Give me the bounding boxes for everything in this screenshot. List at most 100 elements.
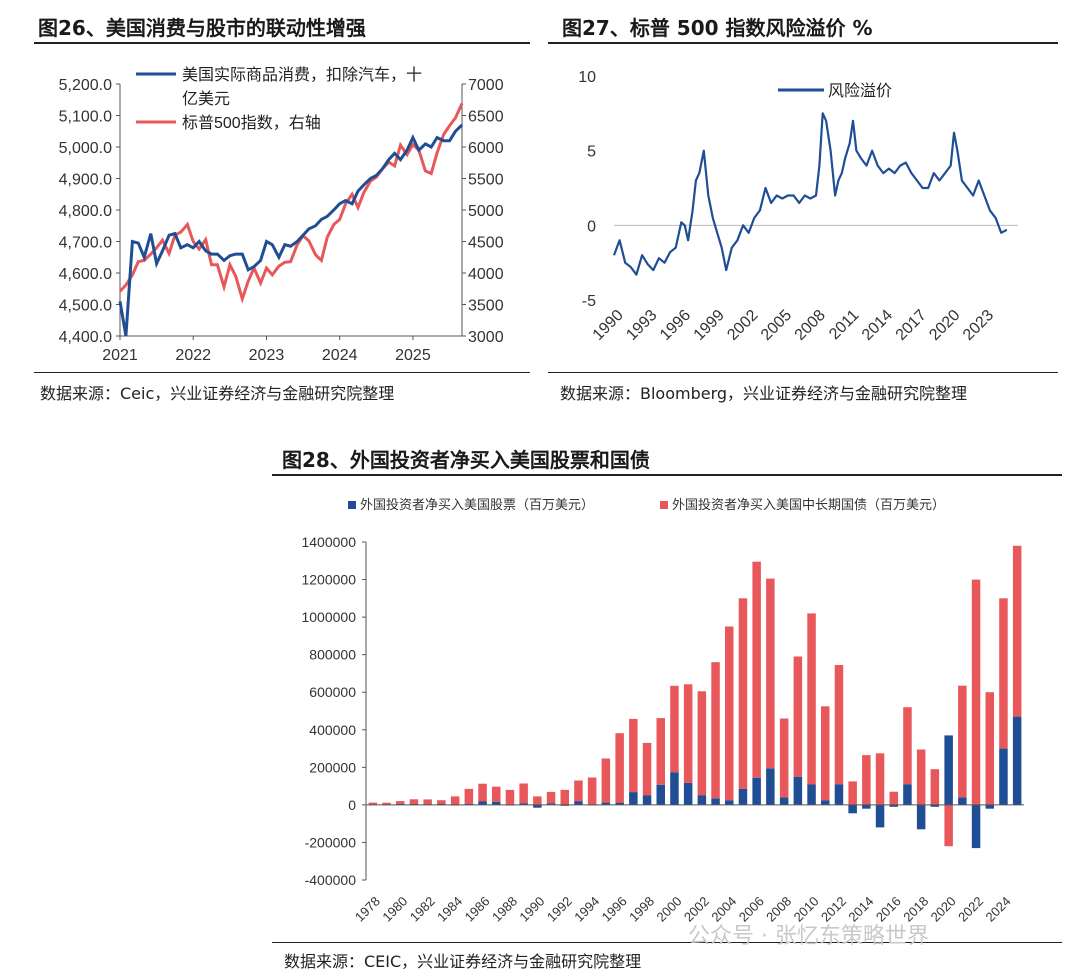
fig28-bar-stocks (958, 797, 967, 805)
fig28-x-tick-label: 2022 (955, 894, 986, 925)
fig28-source: 数据来源：CEIC，兴业证券经济与金融研究院整理 (284, 952, 642, 971)
fig28-bar-treasuries (423, 799, 432, 805)
fig27-bottom-rule (548, 372, 1058, 373)
fig28-bar-treasuries (546, 791, 556, 804)
fig26-source: 数据来源：Ceic，兴业证券经济与金融研究院整理 (40, 384, 395, 403)
fig27-x-tick-label: 2020 (926, 307, 963, 344)
fig26-legend-consumption-label: 美国实际商品消费，扣除汽车，十 (182, 66, 422, 84)
fig28-bar-treasuries (821, 706, 830, 801)
fig28-bar-treasuries (793, 656, 803, 777)
fig28-y-tick-label: -400000 (305, 872, 357, 888)
fig27-x-tick-label: 2014 (859, 307, 896, 344)
fig28-bar-treasuries (642, 742, 652, 796)
fig27-y-tick-label: 0 (587, 218, 596, 235)
fig28-bar-stocks (711, 798, 720, 805)
fig28-bar-treasuries (848, 781, 857, 805)
fig28-bar-stocks (492, 801, 501, 805)
fig28-bottom-rule (272, 942, 1062, 943)
fig28-bar-stocks (478, 801, 487, 805)
fig28-bar-treasuries (752, 561, 761, 778)
fig26-y-tick-label: 4,800.0 (59, 203, 112, 220)
fig28-x-tick-label: 1978 (352, 894, 383, 925)
footer-watermark: 公众号 · 张忆东策略世界 (688, 924, 929, 949)
fig27-x-tick-label: 2017 (893, 307, 930, 344)
fig28-bar-stocks (670, 772, 679, 805)
fig28-y-tick-label: 0 (348, 797, 356, 813)
fig26-y2-tick-label: 7000 (468, 77, 504, 94)
fig28-x-tick-label: 2024 (983, 894, 1014, 925)
fig26-y2-tick-label: 6000 (468, 140, 504, 157)
fig26-y2-tick-label: 3000 (468, 329, 504, 346)
fig28-bar-treasuries (944, 804, 953, 847)
fig28-x-tick-label: 1984 (434, 894, 465, 925)
fig28-bar-stocks (985, 804, 994, 809)
fig27-x-tick-label: 1993 (623, 307, 660, 344)
fig28-x-tick-label: 1990 (516, 894, 547, 925)
fig28-bar-stocks (396, 803, 405, 805)
fig28-bar-stocks (656, 784, 665, 805)
fig28-bar-stocks (1012, 716, 1022, 805)
fig28-x-tick-label: 1992 (544, 894, 575, 925)
fig26-panel: 图26、美国消费与股市的联动性增强 4,400.0 4,500.0 4,600.0 4… (0, 0, 530, 410)
fig26-y-tick-label: 5,100.0 (59, 109, 112, 126)
fig26-y2-tick-label: 5000 (468, 203, 504, 220)
fig28-bar-treasuries (875, 753, 885, 805)
fig28-bar-treasuries (478, 783, 487, 802)
fig28-bar-treasuries (629, 718, 638, 793)
fig28-bar-stocks (546, 803, 556, 805)
fig27-x-tick-label: 2023 (960, 307, 997, 344)
fig28-bar-treasuries (985, 692, 994, 805)
fig28-bar-treasuries (930, 769, 940, 805)
fig26-y-tick-label: 4,900.0 (59, 172, 112, 189)
fig28-bar-stocks (437, 803, 446, 805)
fig28-bar-stocks (875, 804, 885, 828)
fig28-bar-stocks (683, 782, 693, 805)
fig26-y2-tick-label: 6500 (468, 109, 504, 126)
fig28-bar-stocks (464, 803, 474, 805)
fig26-y2-tick-label: 3500 (468, 298, 504, 315)
fig28-x-tick-label: 1994 (571, 894, 602, 925)
fig28-bar-stocks (944, 735, 953, 805)
fig28-bar-treasuries (889, 791, 898, 805)
fig27-series-premium-line (612, 112, 1008, 276)
fig26-chart: 4,400.0 4,500.0 4,600.0 4,700.0 4,800.0 4,900… (59, 66, 504, 364)
fig27-y-tick-label: 10 (578, 69, 596, 86)
fig28-bar-treasuries (505, 789, 515, 805)
fig26-x-tick-label: 2024 (322, 347, 358, 364)
fig27-y-tick-label: -5 (582, 293, 596, 310)
fig28-bar-treasuries (862, 755, 871, 805)
fig26-title: 图26、美国消费与股市的联动性增强 (38, 16, 366, 40)
fig28-x-tick-label: 1980 (379, 894, 410, 925)
fig28-bar-treasuries (807, 613, 816, 785)
fig27-y-tick-label: 5 (587, 144, 596, 161)
fig28-bar-treasuries (519, 783, 528, 804)
fig28-y-tick-label: -200000 (305, 834, 357, 850)
fig28-bar-treasuries (916, 749, 926, 805)
fig28-bar-stocks (533, 804, 542, 808)
fig28-bar-stocks (889, 804, 898, 807)
fig28-bar-stocks (642, 795, 652, 805)
fig28-bar-stocks (615, 802, 624, 805)
fig27-x-tick-label: 2005 (758, 307, 795, 344)
fig27-x-tick-label: 1999 (691, 307, 728, 344)
fig28-bar-treasuries (971, 579, 981, 805)
fig28-bar-stocks (848, 804, 857, 814)
fig27-x-tick-label: 1990 (590, 307, 627, 344)
fig28-x-tick-label: 2000 (654, 894, 685, 925)
fig26-legend-sp500-label: 标普500指数，右轴 (182, 114, 321, 132)
fig26-bottom-rule (34, 372, 530, 373)
fig26-y2-tick-label: 5500 (468, 172, 504, 189)
fig28-y-tick-label: 1400000 (301, 534, 356, 550)
fig28-legend-stocks-label: 外国投资者净买入美国股票（百万美元） (360, 497, 594, 512)
fig28-bar-treasuries (958, 685, 967, 798)
fig28-bar-treasuries (903, 707, 912, 785)
fig26-x-tick-label: 2025 (395, 347, 431, 364)
fig28-bar-stocks (752, 777, 761, 805)
fig28-bar-treasuries (574, 780, 583, 802)
fig28-bar-treasuries (725, 626, 734, 801)
fig28-bar-treasuries (656, 718, 665, 785)
fig28-bar-stocks (930, 804, 940, 807)
fig26-x-tick-label: 2022 (175, 347, 211, 364)
fig28-bar-treasuries (697, 691, 707, 796)
fig28-bar-treasuries (766, 578, 775, 769)
